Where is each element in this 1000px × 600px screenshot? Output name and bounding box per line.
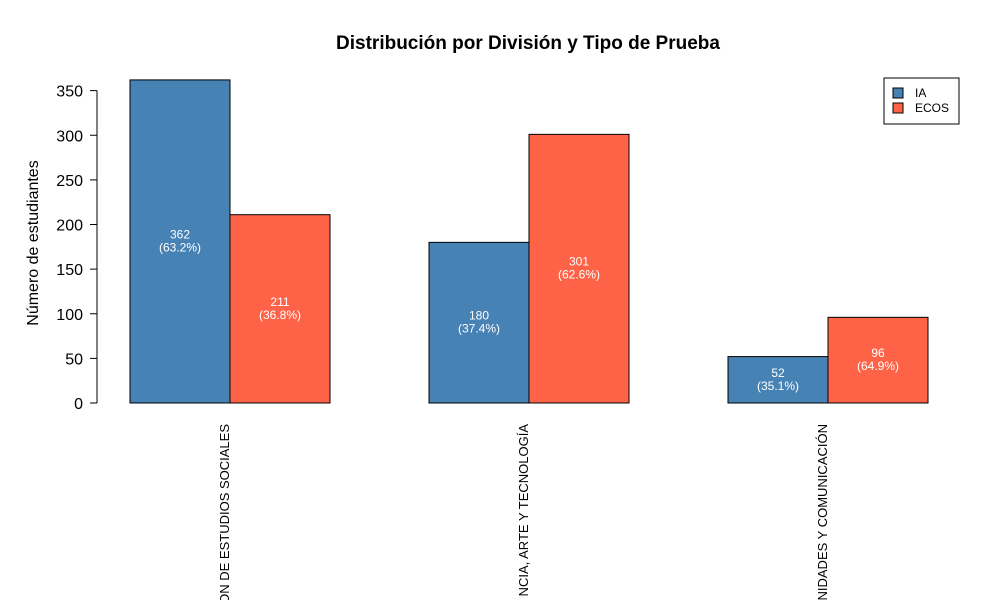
y-tick-label: 350 — [56, 84, 83, 101]
y-tick-label: 200 — [56, 218, 83, 235]
legend-box — [883, 77, 960, 125]
y-axis: 0 50 100 150 200 250 300 350 — [56, 84, 98, 413]
category-label: NCIA, ARTE Y TECNOLOGÍA — [516, 424, 531, 597]
y-tick-label: 0 — [74, 396, 83, 413]
data-label-value: 362 — [170, 227, 190, 241]
data-label-value: 211 — [270, 295, 289, 309]
data-label-percent: (63.2%) — [159, 240, 201, 254]
data-label-percent: (37.4%) — [458, 322, 500, 336]
y-tick-label: 300 — [56, 128, 83, 145]
data-label-value: 301 — [569, 255, 589, 269]
y-tick-label: 250 — [56, 173, 83, 190]
y-tick-label: 150 — [56, 262, 83, 279]
legend-label-ia: IA — [915, 86, 926, 100]
bar-ecos-3 — [827, 316, 929, 404]
bar-ecos-1 — [229, 214, 331, 404]
bar-ia-2 — [428, 241, 530, 404]
bar-ia-3 — [727, 356, 829, 404]
data-label-percent: (62.6%) — [558, 268, 600, 282]
y-tick-label: 50 — [65, 351, 83, 368]
data-label-percent: (35.1%) — [757, 379, 799, 393]
legend-label-ecos: ECOS — [915, 101, 949, 115]
data-label-percent: (36.8%) — [259, 308, 301, 322]
data-label-value: 96 — [871, 346, 885, 360]
bars — [129, 79, 929, 404]
bar-ecos-2 — [528, 133, 630, 404]
y-tick-label: 100 — [56, 307, 83, 324]
chart-title: Distribución por División y Tipo de Prue… — [336, 33, 720, 54]
legend-swatch-ia — [892, 87, 904, 99]
y-axis-label: Número de estudiantes — [25, 160, 42, 325]
data-label-value: 180 — [469, 309, 489, 323]
category-label: ON DE ESTUDIOS SOCIALES — [217, 424, 232, 600]
legend-swatch-ecos — [892, 102, 904, 114]
data-label-percent: (64.9%) — [857, 359, 899, 373]
category-labels: ON DE ESTUDIOS SOCIALES NCIA, ARTE Y TECN… — [217, 424, 830, 600]
data-labels: 362(63.2%) 211(36.8%) 180(37.4%) 301(62.6%)… — [159, 227, 899, 392]
data-label-value: 52 — [771, 366, 785, 380]
category-label: NIDADES Y COMUNICACIÓN — [815, 424, 830, 600]
